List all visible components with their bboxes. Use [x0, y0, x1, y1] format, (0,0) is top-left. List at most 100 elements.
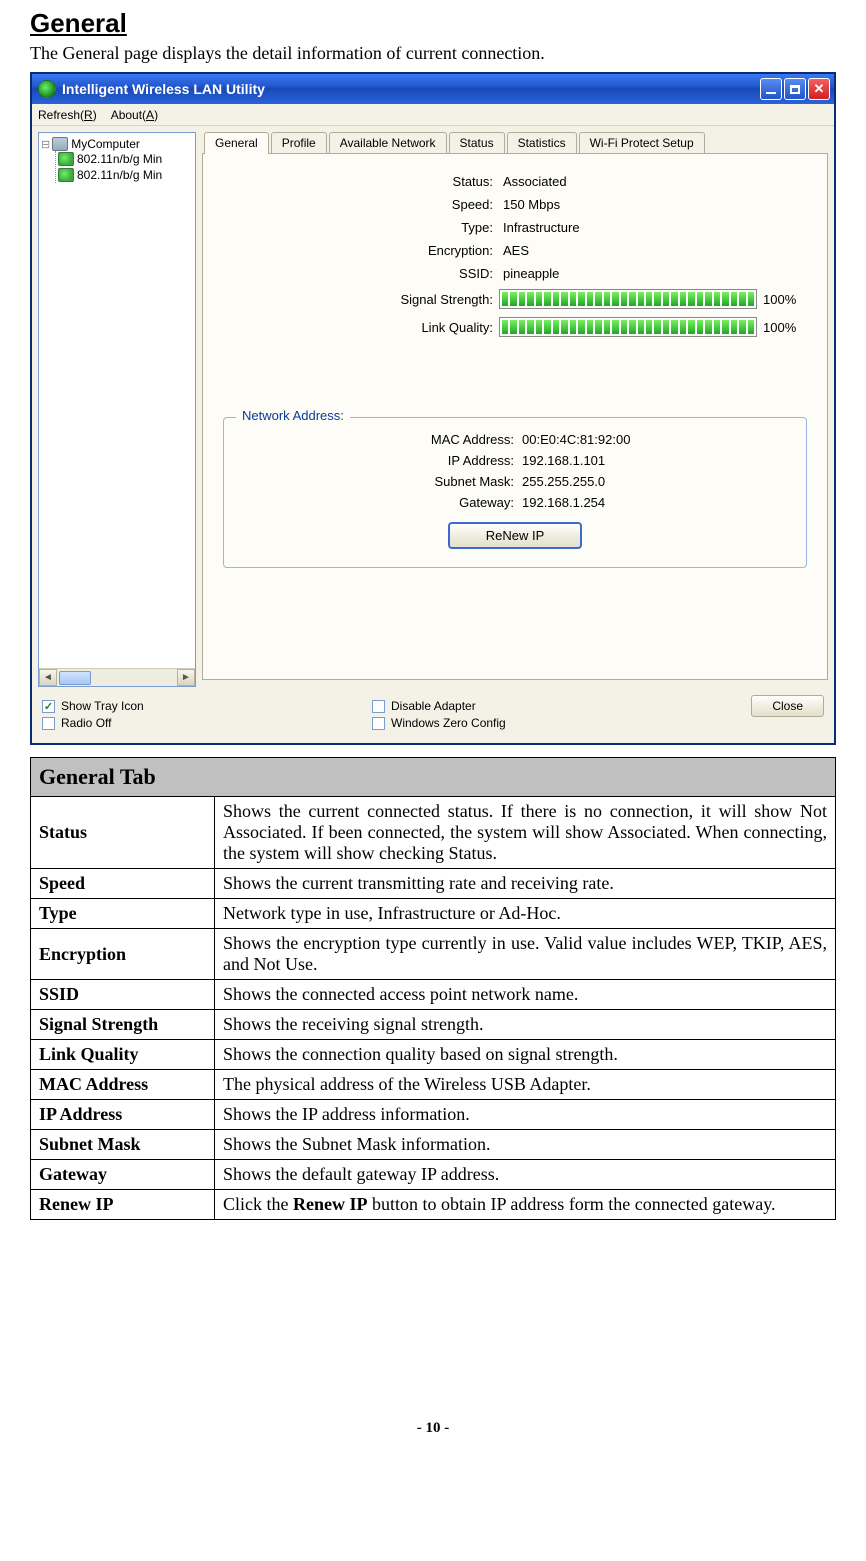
- table-key: Type: [31, 899, 215, 929]
- tree-panel: MyComputer 802.11n/b/g Min 802.11n/b/g M…: [38, 132, 196, 687]
- table-key: IP Address: [31, 1100, 215, 1130]
- checkbox-icon: [372, 700, 385, 713]
- table-key: Speed: [31, 869, 215, 899]
- table-row: MAC AddressThe physical address of the W…: [31, 1070, 836, 1100]
- table-row: Link QualityShows the connection quality…: [31, 1040, 836, 1070]
- tab-content: Status: Associated Speed: 150 Mbps Type:…: [202, 153, 828, 680]
- table-key: SSID: [31, 980, 215, 1010]
- general-tab-table: General Tab StatusShows the current conn…: [30, 757, 836, 1220]
- table-row: TypeNetwork type in use, Infrastructure …: [31, 899, 836, 929]
- page-intro: The General page displays the detail inf…: [30, 43, 836, 64]
- signal-strength-percent: 100%: [763, 292, 807, 307]
- checkbox-icon: ✓: [42, 700, 55, 713]
- minimize-button[interactable]: [760, 78, 782, 100]
- gateway-label: Gateway:: [314, 495, 514, 510]
- ip-label: IP Address:: [314, 453, 514, 468]
- table-row: Subnet MaskShows the Subnet Mask informa…: [31, 1130, 836, 1160]
- table-value: Shows the current transmitting rate and …: [215, 869, 836, 899]
- table-key: Status: [31, 797, 215, 869]
- tab-statistics[interactable]: Statistics: [507, 132, 577, 153]
- table-value: Shows the default gateway IP address.: [215, 1160, 836, 1190]
- table-row: EncryptionShows the encryption type curr…: [31, 929, 836, 980]
- table-value: Shows the connection quality based on si…: [215, 1040, 836, 1070]
- table-row: GatewayShows the default gateway IP addr…: [31, 1160, 836, 1190]
- table-row: Renew IPClick the Renew IP button to obt…: [31, 1190, 836, 1220]
- scroll-right-icon[interactable]: ►: [177, 669, 195, 686]
- table-value: The physical address of the Wireless USB…: [215, 1070, 836, 1100]
- tree-item[interactable]: 802.11n/b/g Min: [58, 151, 193, 167]
- tree-item-label: 802.11n/b/g Min: [77, 152, 162, 166]
- scroll-left-icon[interactable]: ◄: [39, 669, 57, 686]
- close-button[interactable]: Close: [751, 695, 824, 717]
- checkbox-icon: [372, 717, 385, 730]
- checkbox-label: Radio Off: [61, 716, 111, 730]
- window-title: Intelligent Wireless LAN Utility: [62, 81, 758, 97]
- checkbox-show-tray[interactable]: ✓ Show Tray Icon: [42, 699, 372, 713]
- encryption-label: Encryption:: [343, 243, 493, 258]
- ssid-value: pineapple: [503, 266, 807, 281]
- tree-root[interactable]: MyComputer: [41, 137, 193, 151]
- table-value: Click the Renew IP button to obtain IP a…: [215, 1190, 836, 1220]
- encryption-value: AES: [503, 243, 807, 258]
- page-number: - 10 -: [30, 1420, 836, 1437]
- table-value: Shows the current connected status. If t…: [215, 797, 836, 869]
- table-value: Shows the IP address information.: [215, 1100, 836, 1130]
- menubar: Refresh(R) About(A): [32, 104, 834, 126]
- table-value: Shows the receiving signal strength.: [215, 1010, 836, 1040]
- maximize-button[interactable]: [784, 78, 806, 100]
- renew-ip-button[interactable]: ReNew IP: [448, 522, 583, 549]
- checkbox-label: Show Tray Icon: [61, 699, 144, 713]
- link-quality-label: Link Quality:: [343, 320, 493, 335]
- checkbox-label: Windows Zero Config: [391, 716, 506, 730]
- network-address-group: Network Address: MAC Address: 00:E0:4C:8…: [223, 417, 807, 568]
- table-row: IP AddressShows the IP address informati…: [31, 1100, 836, 1130]
- checkbox-icon: [42, 717, 55, 730]
- status-value: Associated: [503, 174, 807, 189]
- tab-profile[interactable]: Profile: [271, 132, 327, 153]
- checkbox-windows-zero[interactable]: Windows Zero Config: [372, 716, 751, 730]
- link-quality-percent: 100%: [763, 320, 807, 335]
- table-row: StatusShows the current connected status…: [31, 797, 836, 869]
- table-key: Gateway: [31, 1160, 215, 1190]
- tab-wps[interactable]: Wi-Fi Protect Setup: [579, 132, 705, 153]
- checkbox-disable-adapter[interactable]: Disable Adapter: [372, 699, 751, 713]
- table-value: Network type in use, Infrastructure or A…: [215, 899, 836, 929]
- scroll-thumb[interactable]: [59, 671, 91, 685]
- speed-value: 150 Mbps: [503, 197, 807, 212]
- menu-about[interactable]: About(A): [111, 108, 158, 122]
- checkbox-label: Disable Adapter: [391, 699, 476, 713]
- app-icon: [38, 80, 56, 98]
- computer-icon: [52, 137, 68, 151]
- type-label: Type:: [343, 220, 493, 235]
- tab-general[interactable]: General: [204, 132, 269, 154]
- horizontal-scrollbar[interactable]: ◄ ►: [39, 668, 195, 686]
- table-row: Signal StrengthShows the receiving signa…: [31, 1010, 836, 1040]
- tree-item-label: 802.11n/b/g Min: [77, 168, 162, 182]
- table-value: Shows the connected access point network…: [215, 980, 836, 1010]
- mac-value: 00:E0:4C:81:92:00: [522, 432, 796, 447]
- ssid-label: SSID:: [343, 266, 493, 281]
- titlebar: Intelligent Wireless LAN Utility ✕: [32, 74, 834, 104]
- table-row: SpeedShows the current transmitting rate…: [31, 869, 836, 899]
- signal-strength-meter: [499, 289, 757, 309]
- menu-refresh[interactable]: Refresh(R): [38, 108, 97, 122]
- adapter-icon: [58, 152, 74, 166]
- checkbox-radio-off[interactable]: Radio Off: [42, 716, 372, 730]
- mac-label: MAC Address:: [314, 432, 514, 447]
- tab-status[interactable]: Status: [449, 132, 505, 153]
- table-key: Subnet Mask: [31, 1130, 215, 1160]
- content-panel: General Profile Available Network Status…: [202, 132, 828, 687]
- ip-value: 192.168.1.101: [522, 453, 796, 468]
- bottom-bar: ✓ Show Tray Icon Radio Off Disable Adapt…: [32, 693, 834, 743]
- table-key: Renew IP: [31, 1190, 215, 1220]
- table-value: Shows the encryption type currently in u…: [215, 929, 836, 980]
- close-window-button[interactable]: ✕: [808, 78, 830, 100]
- tab-available-network[interactable]: Available Network: [329, 132, 447, 153]
- subnet-value: 255.255.255.0: [522, 474, 796, 489]
- table-header: General Tab: [31, 758, 836, 797]
- gateway-value: 192.168.1.254: [522, 495, 796, 510]
- speed-label: Speed:: [343, 197, 493, 212]
- status-label: Status:: [343, 174, 493, 189]
- tree-item[interactable]: 802.11n/b/g Min: [58, 167, 193, 183]
- signal-strength-label: Signal Strength:: [343, 292, 493, 307]
